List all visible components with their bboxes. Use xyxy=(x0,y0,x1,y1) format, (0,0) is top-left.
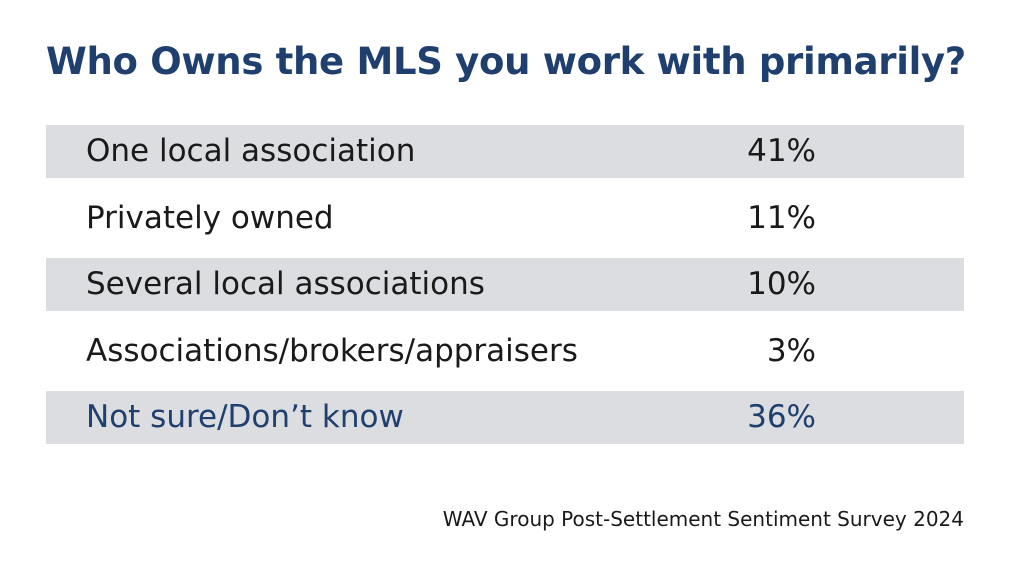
row-value: 11% xyxy=(747,199,816,236)
table-row-associations-brokers-appraisers: Associations/brokers/appraisers 3% xyxy=(46,325,964,378)
row-label: Not sure/Don’t know xyxy=(86,399,404,435)
row-label: One local association xyxy=(86,133,416,169)
table-row-not-sure: Not sure/Don’t know 36% xyxy=(46,391,964,444)
table-row-privately-owned: Privately owned 11% xyxy=(46,192,964,245)
row-value: 41% xyxy=(747,133,816,169)
row-value: 3% xyxy=(766,332,816,369)
table-row-several-local-associations: Several local associations 10% xyxy=(46,258,964,311)
row-label: Privately owned xyxy=(86,199,334,236)
results-table: One local association 41% Privately owne… xyxy=(46,125,964,458)
source-note: WAV Group Post-Settlement Sentiment Surv… xyxy=(442,507,964,531)
row-label: Associations/brokers/appraisers xyxy=(86,332,578,369)
row-value: 10% xyxy=(747,266,816,302)
row-value: 36% xyxy=(747,399,816,435)
table-row-one-local-association: One local association 41% xyxy=(46,125,964,178)
row-label: Several local associations xyxy=(86,266,485,302)
chart-title: Who Owns the MLS you work with primarily… xyxy=(46,40,966,83)
